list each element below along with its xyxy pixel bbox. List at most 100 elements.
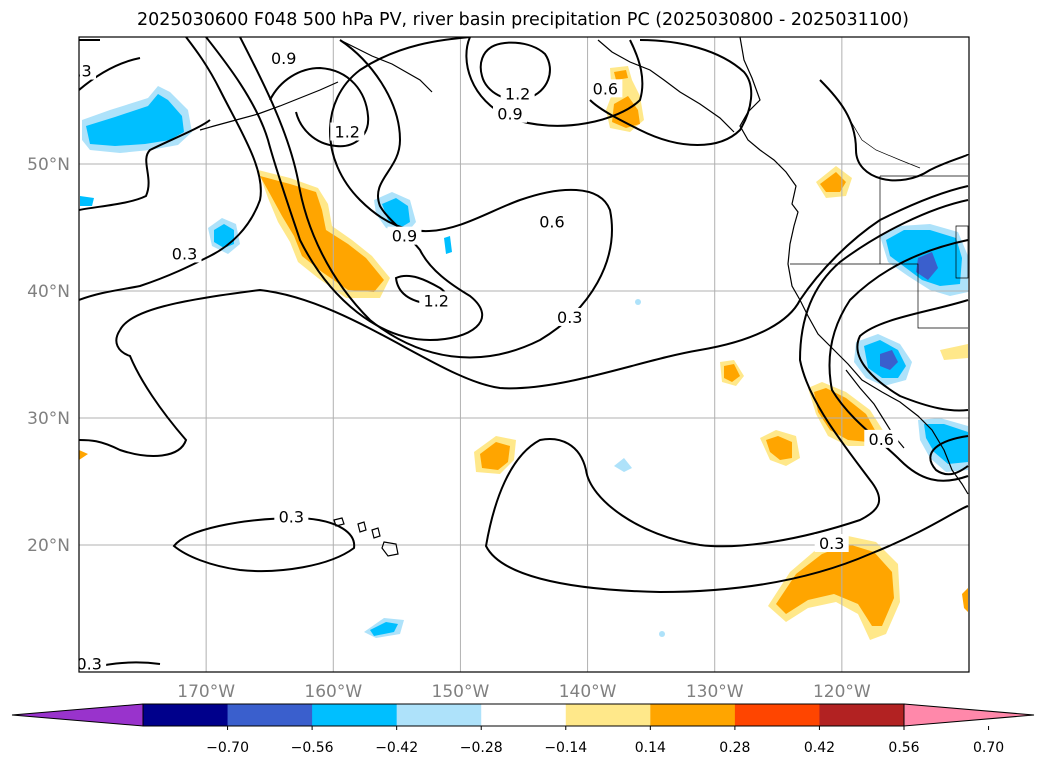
contour-label: 0.3: [172, 244, 197, 263]
pv-contour-0.3: [484, 199, 969, 594]
contour-label-background: [552, 307, 587, 326]
contour-label: 0.6: [539, 213, 564, 232]
precip-positive: [766, 436, 792, 460]
gridlines: [79, 37, 969, 672]
colorbar-tick-label: 0.70: [973, 740, 1004, 756]
pv-contour-0.9: [205, 37, 484, 342]
contour-label-background: [330, 122, 365, 141]
pv-contour-0.6: [828, 239, 969, 482]
colorbar-tick-label: −0.28: [460, 740, 503, 756]
hawaii-island: [357, 521, 367, 533]
colorbar-tick-label: −0.56: [291, 740, 334, 756]
precip-negative: [370, 622, 398, 636]
precip-negative-light: [614, 458, 632, 472]
precip-negative: [80, 196, 94, 206]
latitude-tick-label: 30°N: [27, 409, 70, 429]
precip-negative: [382, 198, 410, 228]
pv-contour-0.3: [79, 57, 141, 91]
contour-label-background: [167, 244, 202, 263]
contour-label: 1.2: [424, 291, 449, 310]
figure-title: 2025030600 F048 500 hPa PV, river basin …: [137, 10, 909, 30]
north-america-coastline: [739, 37, 969, 495]
contour-label: 0.9: [497, 105, 522, 124]
precip-positive: [814, 388, 876, 442]
longitude-tick-labels: 170°W 160°W 150°W 140°W 130°W 120°W: [177, 682, 871, 702]
colorbar: −0.70 −0.56 −0.42 −0.28 −0.14 0.14 0.28 0.42 0.5…: [11, 703, 1035, 756]
map-panel: 0.3 0.9 1.2 1.2 0.9 0.6 0.3 0.9 0.6 1.2 0.3 0.3 0.3 0…: [66, 37, 969, 674]
precip-negative-light: [659, 631, 665, 637]
precip-positive: [480, 442, 510, 470]
alaska-canada-border: [849, 119, 921, 169]
precip-negative: [214, 224, 234, 248]
colorbar-tick-label: −0.42: [375, 740, 418, 756]
contour-label: 1.2: [335, 123, 360, 142]
contour-label: 0.6: [593, 79, 618, 98]
precip-shading: [79, 66, 968, 640]
state-borders: [790, 263, 968, 329]
contour-label-background: [387, 226, 422, 245]
contour-label: 0.3: [279, 507, 304, 526]
contour-label: 1.2: [505, 84, 530, 103]
colorbar-tick-label: 0.28: [719, 740, 750, 756]
longitude-tick-label: 120°W: [813, 682, 871, 702]
precip-negative-light: [635, 299, 641, 305]
contour-label-background: [79, 654, 107, 672]
precip-positive-light: [940, 344, 968, 360]
colorbar-frame: [142, 703, 905, 727]
colorbar-segment: [143, 704, 229, 726]
alaska-panhandle-coastline: [597, 39, 735, 133]
precip-negative: [444, 236, 452, 254]
colorbar-segment: [819, 704, 905, 726]
contour-label: 0.3: [76, 655, 101, 674]
precip-positive: [962, 588, 968, 612]
colorbar-tick-label: 0.14: [635, 740, 666, 756]
pv-contour-0.3: [79, 37, 262, 301]
latitude-tick-label: 40°N: [27, 282, 70, 302]
colorbar-segment: [650, 704, 736, 726]
precip-negative: [86, 94, 184, 146]
colorbar-tick-label: 0.56: [888, 740, 919, 756]
pv-contour-0.6: [589, 39, 753, 146]
precip-positive: [79, 450, 88, 460]
contour-label: 0.3: [66, 62, 91, 81]
state-borders: [955, 225, 969, 279]
precip-positive: [724, 364, 740, 382]
hawaii-island: [371, 527, 381, 539]
longitude-tick-label: 140°W: [559, 682, 617, 702]
pv-contour-0.9: [465, 37, 644, 127]
colorbar-segment: [481, 704, 567, 726]
precip-negative-strong: [916, 252, 938, 280]
precip-positive: [820, 172, 846, 192]
colorbar-tick-label: −0.70: [206, 740, 249, 756]
contour-label-background: [864, 429, 899, 448]
contour-label-background: [419, 291, 454, 310]
longitude-tick-label: 170°W: [177, 682, 235, 702]
longitude-tick-label: 160°W: [304, 682, 362, 702]
contour-label: 0.3: [557, 308, 582, 327]
colorbar-segment: [312, 704, 398, 726]
colorbar-segment: [734, 704, 820, 726]
colorbar-lower-extension: [11, 703, 144, 727]
pv-contour-1.2: [269, 66, 370, 148]
latitude-tick-label: 50°N: [27, 155, 70, 175]
contour-labels: 0.3 0.9 1.2 1.2 0.9 0.6 0.3 0.9 0.6 1.2 0.3 0.3 0.3 0…: [66, 48, 899, 674]
map-frame: [78, 36, 970, 673]
pv-contour-0.3: [172, 516, 356, 573]
contour-label-background: [493, 104, 528, 123]
pv-contour-0.3: [79, 329, 188, 457]
latitude-tick-label: 20°N: [27, 536, 70, 556]
contour-label-background: [266, 48, 301, 67]
contour-label: 0.9: [392, 227, 417, 246]
colorbar-segment: [565, 704, 651, 726]
aleutian-islands: [199, 81, 339, 131]
contour-label-background: [274, 507, 309, 526]
hawaii-island: [381, 541, 399, 557]
precip-positive: [260, 176, 384, 292]
precip-positive: [776, 544, 894, 626]
contour-label: 0.9: [271, 49, 296, 68]
pv-contour-0.3: [79, 119, 211, 211]
colorbar-segment: [227, 704, 313, 726]
longitude-tick-label: 150°W: [432, 682, 490, 702]
precip-positive: [614, 70, 628, 80]
